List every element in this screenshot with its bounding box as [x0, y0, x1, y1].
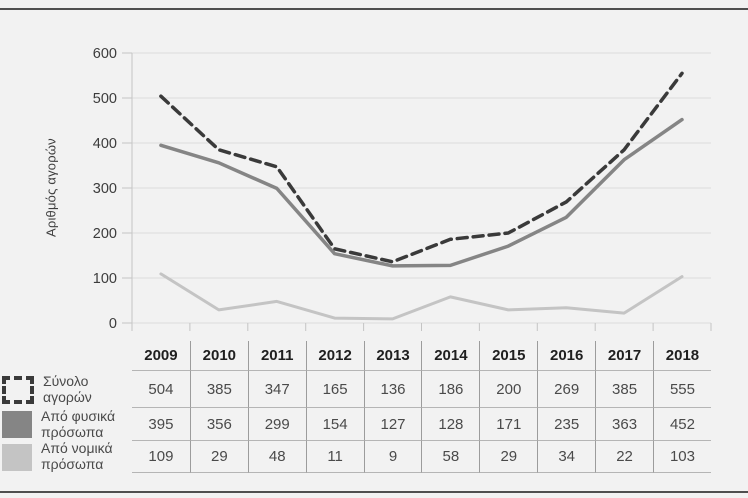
value-cell: 299 — [247, 408, 306, 441]
y-tick-label: 500 — [93, 91, 117, 107]
value-cell: 555 — [653, 371, 711, 408]
series-line-2 — [159, 272, 684, 321]
value-cell: 165 — [305, 371, 364, 408]
value-cell: 452 — [653, 408, 711, 441]
value-cell: 22 — [595, 441, 654, 473]
value-cell: 9 — [363, 441, 422, 473]
line-chart: 0 100 200 300 400 500 600 — [93, 46, 712, 332]
value-cell: 103 — [653, 441, 711, 473]
series-line-0 — [159, 71, 684, 264]
value-cell: 356 — [189, 408, 248, 441]
y-tick-label: 0 — [109, 316, 117, 332]
year-header: 2016 — [537, 341, 596, 371]
year-header: 2018 — [653, 341, 711, 371]
value-cell: 395 — [132, 408, 190, 441]
dashed-line-swatch — [2, 375, 34, 404]
value-cell: 34 — [537, 441, 596, 473]
value-cell: 11 — [305, 441, 364, 473]
y-tick-label: 200 — [93, 226, 117, 242]
value-cell: 504 — [132, 371, 190, 408]
y-tick-label: 400 — [93, 136, 117, 152]
series-name: Από νομικά πρόσωπα — [41, 440, 113, 472]
series-name: Από φυσικά πρόσωπα — [41, 407, 116, 440]
figure-top-border — [0, 8, 748, 10]
year-header: 2010 — [189, 341, 248, 371]
legend-row-label: Από νομικά πρόσωπα — [0, 440, 132, 473]
series-line-1 — [159, 117, 684, 268]
y-axis-label: Αριθμός αγορών — [43, 138, 59, 238]
value-cell: 48 — [247, 441, 306, 473]
value-cell: 235 — [537, 408, 596, 441]
value-cell: 385 — [595, 371, 654, 408]
y-tick-label: 300 — [93, 181, 117, 197]
value-cell: 186 — [421, 371, 480, 408]
table-corner-spacer — [0, 341, 132, 371]
value-cell: 58 — [421, 441, 480, 473]
series-name: Σύνολο αγορών — [43, 372, 92, 405]
value-cell: 109 — [132, 441, 190, 473]
data-table: 2009 2010 2011 2012 2013 2014 2015 2016 2017 2018… — [0, 341, 711, 473]
year-header: 2009 — [132, 341, 190, 371]
year-header: 2015 — [479, 341, 538, 371]
value-cell: 347 — [247, 371, 306, 408]
solid-swatch — [2, 443, 32, 471]
value-cell: 200 — [479, 371, 538, 408]
year-header: 2011 — [247, 341, 306, 371]
value-cell: 128 — [421, 408, 480, 441]
value-cell: 363 — [595, 408, 654, 441]
value-cell: 171 — [479, 408, 538, 441]
figure-bottom-border — [0, 491, 748, 493]
legend-row-label: Από φυσικά πρόσωπα — [0, 408, 132, 441]
value-cell: 127 — [363, 408, 422, 441]
value-cell: 136 — [363, 371, 422, 408]
y-tick-label: 600 — [93, 46, 117, 62]
y-tick-label: 100 — [93, 271, 117, 287]
year-header: 2014 — [421, 341, 480, 371]
year-header: 2013 — [363, 341, 422, 371]
value-cell: 385 — [189, 371, 248, 408]
value-cell: 29 — [189, 441, 248, 473]
solid-swatch — [2, 411, 32, 438]
legend-row-label: Σύνολο αγορών — [0, 371, 132, 408]
value-cell: 29 — [479, 441, 538, 473]
year-header: 2017 — [595, 341, 654, 371]
year-header: 2012 — [305, 341, 364, 371]
value-cell: 269 — [537, 371, 596, 408]
value-cell: 154 — [305, 408, 364, 441]
